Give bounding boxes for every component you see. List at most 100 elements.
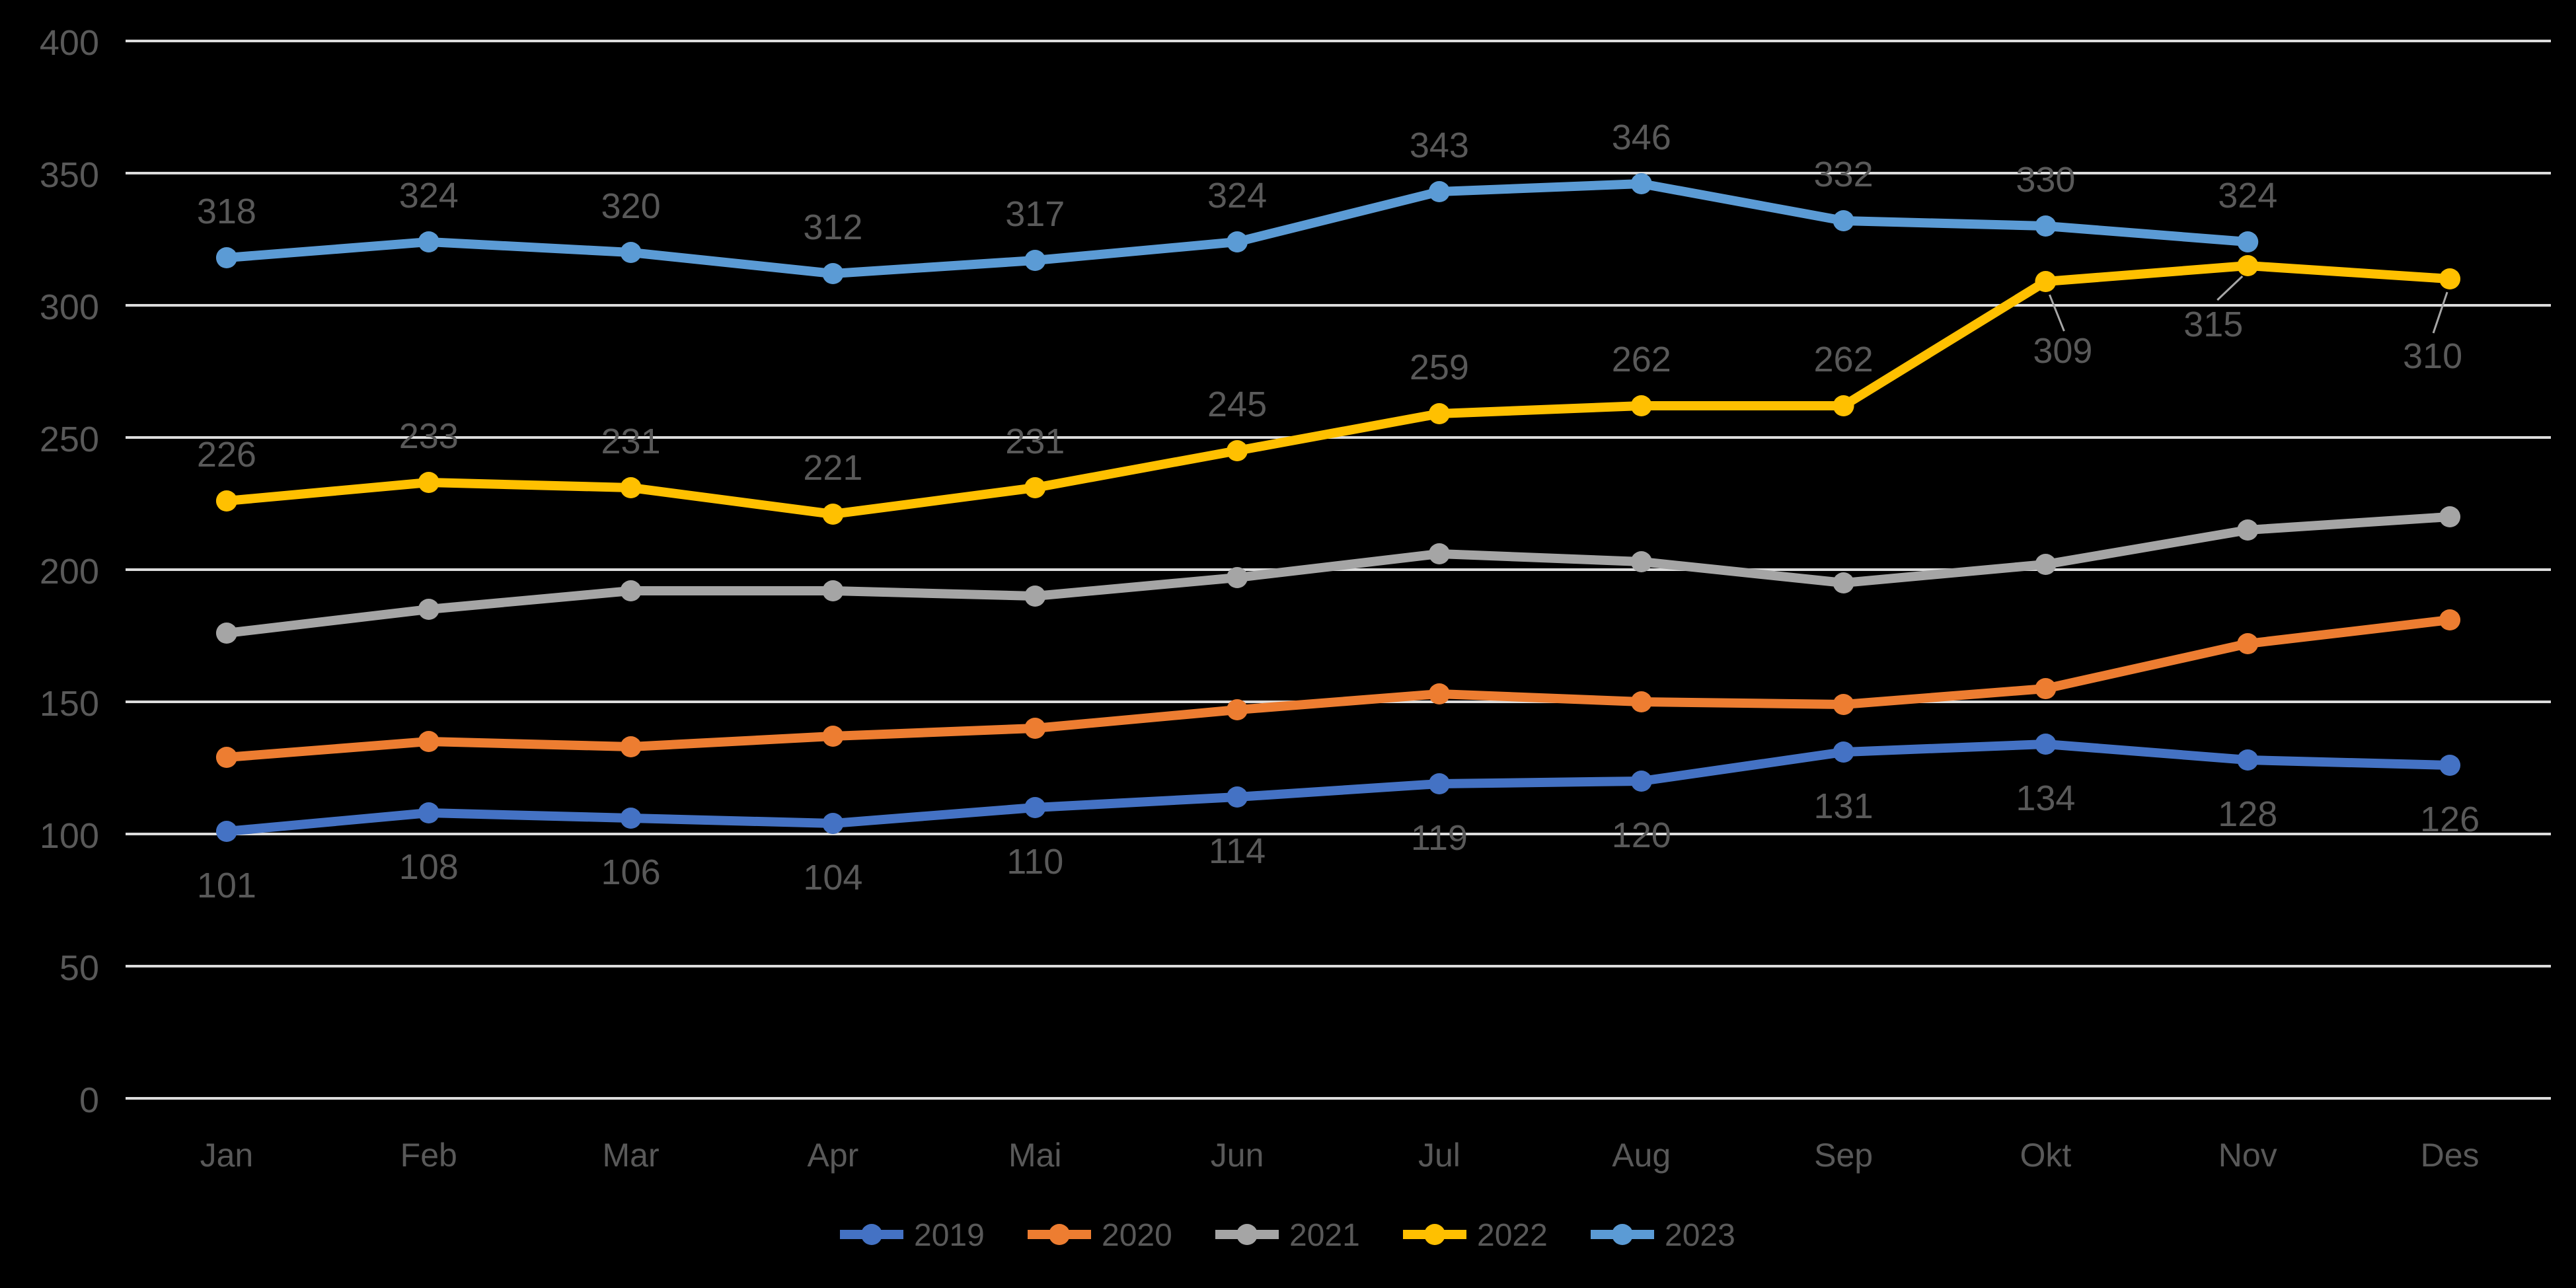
data-label-2019-Jul: 119 [1411, 818, 1468, 858]
legend-key-marker-2020 [1049, 1224, 1070, 1245]
data-point-2021-Sep [1833, 572, 1854, 593]
data-label-2022-Okt: 309 [2033, 331, 2092, 371]
data-label-2019-Sep: 131 [1814, 786, 1874, 826]
data-point-2023-Mar [620, 242, 642, 263]
data-point-2023-Okt [2035, 215, 2057, 237]
data-point-2023-Sep [1833, 210, 1854, 231]
series-line-2022 [221, 261, 2455, 519]
data-point-2021-Mai [1024, 586, 1046, 607]
data-point-2021-Des [2439, 506, 2461, 527]
data-label-2023-Okt: 330 [2016, 160, 2075, 200]
data-point-2021-Jan [215, 623, 237, 644]
legend-label-2020: 2020 [1102, 1218, 1172, 1253]
data-label-2019-Nov: 128 [2218, 794, 2277, 834]
legend-key-marker-2021 [1236, 1224, 1258, 1245]
data-point-2020-Aug [1630, 691, 1652, 712]
data-point-2022-Feb [418, 472, 439, 493]
data-point-2020-Jul [1428, 683, 1450, 704]
x-axis-label-Jul: Jul [1418, 1137, 1460, 1174]
data-point-2023-Jun [1227, 231, 1248, 252]
data-label-2019-Feb: 108 [399, 847, 459, 887]
leader-line-2022-Des [2432, 291, 2448, 334]
y-axis-label-300: 300 [40, 287, 99, 327]
data-point-2021-Jul [1428, 543, 1450, 564]
x-axis-label-Sep: Sep [1814, 1137, 1873, 1174]
data-point-2020-Okt [2035, 678, 2057, 699]
x-axis-label-Des: Des [2421, 1137, 2480, 1174]
leader-line-2022-Okt [2049, 294, 2065, 332]
data-point-2020-Apr [822, 726, 844, 747]
data-label-2023-Nov: 324 [2218, 176, 2277, 215]
x-axis-label-Jun: Jun [1211, 1137, 1264, 1174]
data-label-2019-Mai: 110 [1006, 842, 1063, 882]
data-label-2023-Jul: 343 [1410, 126, 1469, 165]
data-label-2022-Aug: 262 [1612, 340, 1671, 379]
legend-key-marker-2023 [1612, 1224, 1633, 1245]
x-axis-label-Aug: Aug [1612, 1137, 1671, 1174]
y-axis-label-100: 100 [40, 816, 99, 856]
data-point-2023-Jul [1428, 181, 1450, 202]
data-point-2022-Okt [2035, 271, 2057, 292]
data-point-2021-Nov [2237, 519, 2259, 541]
data-point-2022-Jan [215, 490, 237, 511]
data-label-2022-Jan: 226 [197, 435, 256, 474]
data-label-2023-Mai: 317 [1005, 194, 1065, 234]
data-point-2019-Des [2439, 755, 2461, 776]
y-axis-label-50: 50 [59, 948, 99, 988]
legend-label-2021: 2021 [1289, 1218, 1360, 1253]
data-label-2019-Okt: 134 [2016, 778, 2075, 818]
leader-line-2022-Nov [2216, 275, 2244, 301]
data-point-2019-Jun [1227, 786, 1248, 808]
x-axis-label-Apr: Apr [808, 1137, 859, 1174]
data-label-2023-Jun: 324 [1207, 176, 1267, 215]
legend-label-2022: 2022 [1477, 1218, 1548, 1253]
y-axis-label-400: 400 [40, 23, 99, 63]
data-point-2020-Mai [1024, 718, 1046, 739]
data-label-2022-Jul: 259 [1410, 348, 1469, 387]
data-point-2022-Mai [1024, 477, 1046, 498]
data-point-2019-Apr [822, 813, 844, 834]
data-point-2019-Aug [1630, 771, 1652, 792]
data-point-2019-Jan [215, 821, 237, 842]
data-label-2019-Jun: 114 [1209, 831, 1266, 871]
x-axis-label-Jan: Jan [200, 1137, 254, 1174]
data-point-2020-Mar [620, 736, 642, 757]
data-point-2020-Sep [1833, 694, 1854, 715]
legend-key-marker-2022 [1424, 1224, 1445, 1245]
y-axis-label-0: 0 [79, 1080, 99, 1120]
data-point-2019-Nov [2237, 749, 2259, 771]
data-label-2019-Des: 126 [2420, 800, 2480, 839]
y-axis-label-250: 250 [40, 420, 99, 459]
series-line-2019 [221, 739, 2455, 836]
data-point-2022-Jul [1428, 403, 1450, 424]
data-point-2019-Feb [418, 802, 439, 823]
data-point-2021-Feb [418, 599, 439, 620]
data-label-2022-Mar: 231 [601, 422, 661, 461]
data-label-2019-Mar: 106 [601, 852, 661, 892]
x-axis-label-Mai: Mai [1008, 1137, 1062, 1174]
data-label-2022-Mai: 231 [1005, 422, 1065, 461]
data-point-2019-Jul [1428, 773, 1450, 794]
data-point-2021-Jun [1227, 567, 1248, 588]
data-label-2019-Aug: 120 [1612, 815, 1671, 855]
data-label-2022-Jun: 245 [1207, 385, 1267, 424]
data-point-2021-Mar [620, 580, 642, 601]
data-label-2019-Jan: 101 [197, 866, 256, 905]
data-label-2023-Feb: 324 [399, 176, 459, 215]
data-point-2020-Jun [1227, 699, 1248, 720]
data-point-2023-Nov [2237, 231, 2259, 252]
data-label-2022-Des: 310 [2403, 336, 2462, 376]
x-axis-label-Mar: Mar [603, 1137, 660, 1174]
data-label-2023-Aug: 346 [1612, 118, 1671, 157]
data-label-2023-Apr: 312 [803, 208, 862, 247]
legend-label-2023: 2023 [1665, 1218, 1735, 1253]
data-label-2023-Jan: 318 [197, 192, 256, 231]
data-point-2020-Jan [215, 747, 237, 768]
data-point-2021-Apr [822, 580, 844, 601]
data-point-2021-Aug [1630, 551, 1652, 572]
series-line-2021 [221, 512, 2455, 638]
data-label-2022-Sep: 262 [1814, 340, 1874, 379]
data-point-2022-Aug [1630, 395, 1652, 416]
x-axis-label-Okt: Okt [2020, 1137, 2072, 1174]
